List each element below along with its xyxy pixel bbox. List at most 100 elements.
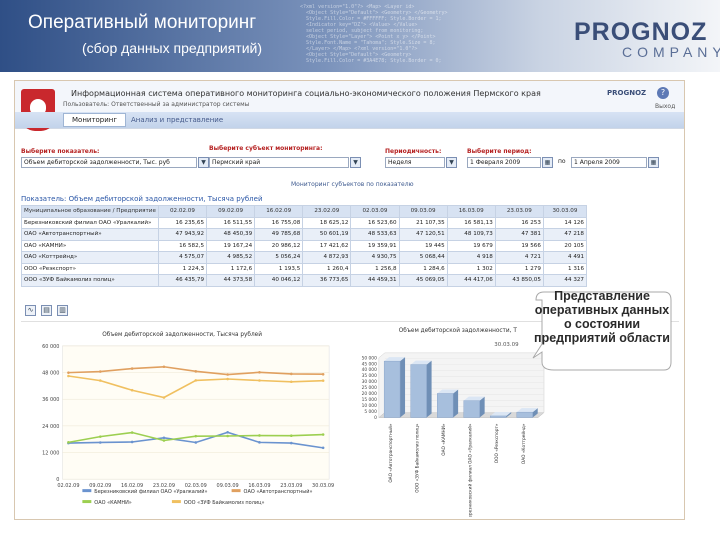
table-cell: 14 126 xyxy=(542,216,588,229)
table-cell: 16 581,13 xyxy=(446,216,496,229)
table-cell: 50 601,19 xyxy=(302,228,352,241)
table-cell: 44 373,58 xyxy=(206,274,256,287)
data-point xyxy=(321,379,325,382)
table-cell: 4 985,52 xyxy=(206,251,256,264)
table-row[interactable]: ООО «ЗУФ Байкамолиз полиц» 46 435,79 44 37… xyxy=(21,274,588,287)
bar-top xyxy=(437,389,459,394)
column-header[interactable]: 30.03.09 xyxy=(542,205,588,218)
table-cell: 44 327 xyxy=(542,274,588,287)
bar-top xyxy=(516,408,538,413)
indicator-dropdown-icon[interactable]: ▼ xyxy=(198,157,209,168)
table-cell: 40 046,12 xyxy=(254,274,304,287)
x-tick-label: 02.03.09 xyxy=(185,483,207,489)
data-point xyxy=(98,441,102,444)
table-cell: 5 068,44 xyxy=(398,251,448,264)
table-cell: 16 755,08 xyxy=(254,216,304,229)
logo-main-text: PROGNOZ xyxy=(574,18,708,46)
table-cell: 4 575,07 xyxy=(157,251,208,264)
data-point xyxy=(258,434,261,437)
nav-bar: Мониторинг Анализ и представление xyxy=(15,112,684,128)
y-tick-label: 40 000 xyxy=(362,367,377,373)
calendar-to-icon[interactable]: ▦ xyxy=(648,157,659,168)
bar-top xyxy=(410,360,432,365)
bar-side xyxy=(400,357,406,418)
table-cell: 1 302 xyxy=(446,262,496,275)
table-cell: 20 105 xyxy=(542,239,588,252)
column-header[interactable]: 09.03.09 xyxy=(398,205,448,218)
table-cell: 4 930,75 xyxy=(350,251,400,264)
data-point xyxy=(226,431,229,434)
tab-monitoring[interactable]: Мониторинг xyxy=(63,113,127,127)
line-plot-area xyxy=(62,345,330,480)
y-tick-label: 48 000 xyxy=(42,371,59,377)
bar-chart-period: 30.03.09 xyxy=(494,342,519,348)
help-icon[interactable]: ? xyxy=(657,87,669,99)
column-header[interactable]: 23.02.09 xyxy=(302,205,352,218)
x-tick-label: ОАО «КАМНИ» xyxy=(441,423,447,456)
x-tick-label: ОАО «Коттрейнд» xyxy=(520,423,527,464)
table-cell: 1 193,5 xyxy=(254,262,304,275)
table-cell: 21 107,35 xyxy=(398,216,448,229)
period-to-input[interactable]: 1 Апреля 2009 xyxy=(571,157,647,168)
table-cell: 1 260,4 xyxy=(302,262,352,275)
column-header[interactable]: 16.02.09 xyxy=(254,205,304,218)
table-row[interactable]: ОАО «Коттрейнд» 4 575,07 4 985,52 5 056,24 4… xyxy=(21,251,588,264)
prognoz-logo: PROGNOZ COMPANY xyxy=(574,18,720,62)
bar xyxy=(490,415,507,418)
slide-header: <?xml version="1.0"?> <Map> <Layer id> <… xyxy=(0,0,720,72)
data-point xyxy=(98,435,102,438)
table-view-icon[interactable]: ▤ xyxy=(41,305,52,316)
table-row[interactable]: Березниковский филиал ОАО «Уралкалий» 16 … xyxy=(21,216,588,229)
app-header: Информационная система оперативного мони… xyxy=(15,81,684,131)
table-cell: 48 450,39 xyxy=(206,228,256,241)
table-caption: Мониторинг субъектов по показателю xyxy=(291,181,414,188)
subject-dropdown-icon[interactable]: ▼ xyxy=(350,157,361,168)
data-point xyxy=(290,372,293,376)
column-header[interactable]: 09.02.09 xyxy=(206,205,256,218)
table-cell: 45 069,05 xyxy=(398,274,448,287)
indicator-select[interactable]: Объем дебиторской задолженности, Тыс. ру… xyxy=(21,157,197,168)
table-row[interactable]: ООО «Реэкспорт» 1 224,3 1 172,6 1 193,5 1 26… xyxy=(21,262,588,275)
column-header[interactable]: 02.02.09 xyxy=(157,205,208,218)
table-cell: 19 359,91 xyxy=(350,239,400,252)
legend-label: Березниковский филиал ОАО «Уралкалий» xyxy=(94,488,207,495)
table-cell: 1 284,6 xyxy=(398,262,448,275)
data-point xyxy=(162,365,166,369)
legend-label: ОАО «КАМНИ» xyxy=(94,500,132,506)
table-row[interactable]: ОАО «Автотранспортный» 47 943,92 48 450,39… xyxy=(21,228,588,241)
column-header[interactable]: 02.03.09 xyxy=(350,205,400,218)
x-tick-label: ОАО «Автотранспортный» xyxy=(387,423,394,483)
data-point xyxy=(67,374,70,378)
table-cell: 4 918 xyxy=(446,251,496,264)
table-cell: 4 491 xyxy=(542,251,588,264)
periodicity-dropdown-icon[interactable]: ▼ xyxy=(446,157,457,168)
line-chart-view-icon[interactable]: ∿ xyxy=(25,305,36,316)
bar-chart-view-icon[interactable]: ▥ xyxy=(57,305,68,316)
data-point xyxy=(98,370,102,373)
data-point xyxy=(194,434,198,438)
data-point xyxy=(194,379,198,382)
y-tick-label: 0 xyxy=(374,415,377,421)
y-tick-label: 30 000 xyxy=(362,379,377,385)
data-point xyxy=(226,373,229,376)
subject-select[interactable]: Пермский край xyxy=(209,157,349,168)
table-cell: 16 235,65 xyxy=(157,216,208,229)
column-header[interactable]: 23.03.09 xyxy=(494,205,544,218)
calendar-from-icon[interactable]: ▦ xyxy=(542,157,553,168)
tab-analysis[interactable]: Анализ и представление xyxy=(131,116,224,124)
indicator-label: Выберите показатель: xyxy=(21,148,100,155)
table-cell: ООО «ЗУФ Байкамолиз полиц» xyxy=(21,274,159,287)
table-row[interactable]: ОАО «КАМНИ» 16 582,5 19 167,24 20 986,12 17 … xyxy=(21,239,588,252)
column-header[interactable]: 16.03.09 xyxy=(446,205,496,218)
callout-outline xyxy=(532,291,672,371)
table-cell: 5 056,24 xyxy=(254,251,304,264)
periodicity-select[interactable]: Неделя xyxy=(385,157,445,168)
x-tick-label: ООО «Реэкспорт» xyxy=(494,423,500,463)
table-cell: 16 523,60 xyxy=(350,216,400,229)
data-point xyxy=(130,431,134,434)
y-tick-label: 12 000 xyxy=(42,451,59,457)
exit-link[interactable]: Выход xyxy=(655,103,676,110)
period-from-input[interactable]: 1 Февраля 2009 xyxy=(467,157,541,168)
column-header[interactable]: Муниципальное образование / Предприятие xyxy=(21,205,159,218)
